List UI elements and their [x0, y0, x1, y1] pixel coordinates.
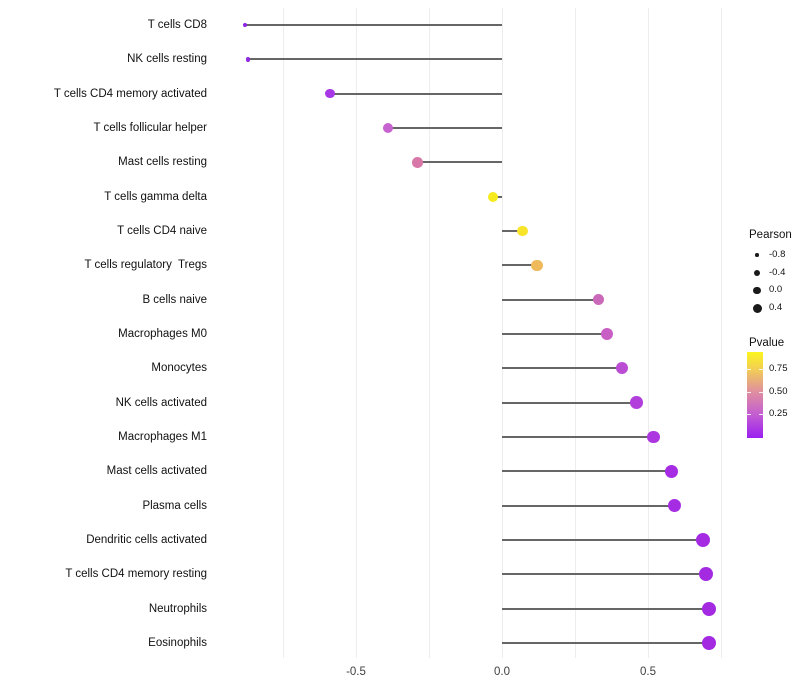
- pearson-legend-title: Pearson: [749, 229, 792, 241]
- pearson-legend-dot: [755, 253, 759, 257]
- pvalue-legend-label: 0.25: [769, 408, 788, 419]
- category-label: T cells CD4 naive: [117, 224, 207, 237]
- pvalue-bar-tick: [747, 414, 751, 415]
- lollipop-segment: [502, 641, 710, 644]
- pearson-legend-label: -0.4: [769, 266, 786, 278]
- pvalue-bar-tick: [759, 392, 763, 393]
- lollipop-dot: [324, 88, 335, 99]
- lollipop-dot: [696, 532, 711, 547]
- lollipop-dot: [242, 22, 248, 28]
- category-label: Macrophages M1: [118, 430, 207, 443]
- lollipop-dot: [488, 191, 499, 202]
- pvalue-bar-tick: [747, 392, 751, 393]
- category-label: Neutrophils: [148, 602, 207, 615]
- lollipop-segment: [329, 92, 502, 95]
- lollipop-dot: [702, 635, 717, 650]
- pvalue-bar-tick: [759, 369, 763, 370]
- pearson-legend-dot: [754, 269, 760, 276]
- lollipop-dot: [664, 464, 678, 478]
- category-label: Mast cells resting: [118, 156, 207, 169]
- pearson-legend-dot: [752, 303, 762, 313]
- lollipop-dot: [411, 156, 423, 168]
- lollipop-segment: [245, 24, 502, 26]
- lollipop-segment: [502, 573, 707, 576]
- pvalue-gradient-bar: [747, 352, 763, 438]
- lollipop-dot: [601, 327, 614, 340]
- lollipop-dot: [615, 362, 628, 375]
- x-axis-tick-label: -0.5: [346, 666, 366, 678]
- pearson-legend-label: -0.8: [769, 249, 786, 260]
- lollipop-segment: [417, 161, 502, 164]
- lollipop-dot: [647, 430, 661, 444]
- lollipop-segment: [502, 435, 654, 438]
- pvalue-bar-tick: [759, 414, 763, 415]
- category-label: Plasma cells: [142, 499, 207, 512]
- category-label: NK cells activated: [115, 396, 207, 409]
- lollipop-dot: [517, 225, 528, 237]
- pvalue-legend-title: Pvalue: [749, 337, 785, 349]
- x-axis-tick-label: 0.5: [640, 666, 656, 678]
- category-label: T cells regulatory Tregs: [84, 259, 207, 272]
- category-label: Mast cells activated: [106, 465, 207, 478]
- category-label: T cells CD8: [147, 19, 207, 31]
- category-label: T cells gamma delta: [104, 190, 207, 203]
- gridline: [283, 8, 284, 658]
- lollipop-dot: [592, 293, 605, 306]
- lollipop-dot: [245, 56, 251, 62]
- lollipop-segment: [388, 126, 502, 129]
- pearson-legend-label: 0.0: [769, 284, 783, 296]
- lollipop-segment: [502, 504, 675, 507]
- category-label: T cells CD4 memory resting: [65, 568, 207, 581]
- lollipop-dot: [382, 122, 394, 134]
- category-label: Monocytes: [151, 362, 207, 375]
- pvalue-legend-label: 0.50: [769, 386, 788, 397]
- pearson-legend-label: 0.4: [769, 302, 783, 314]
- lollipop-segment: [502, 264, 538, 267]
- lollipop-segment: [502, 332, 608, 335]
- category-label: B cells naive: [142, 293, 207, 306]
- category-label: T cells follicular helper: [93, 121, 207, 134]
- lollipop-segment: [502, 470, 672, 473]
- pvalue-legend-label: 0.75: [769, 363, 788, 374]
- lollipop-segment: [502, 607, 710, 610]
- x-axis-tick-label: 0.0: [494, 666, 510, 678]
- pearson-legend-dot: [753, 286, 761, 295]
- lollipop-segment: [502, 538, 704, 541]
- gridline: [721, 8, 722, 658]
- lollipop-dot: [630, 396, 643, 409]
- gridline: [356, 8, 357, 658]
- category-label: Dendritic cells activated: [86, 533, 207, 546]
- gridline: [648, 8, 649, 658]
- category-label: NK cells resting: [127, 53, 207, 66]
- lollipop-segment: [502, 229, 523, 232]
- lollipop-dot: [699, 567, 714, 582]
- lollipop-dot: [702, 601, 717, 616]
- category-label: Macrophages M0: [118, 327, 207, 340]
- lollipop-segment: [502, 401, 637, 404]
- lollipop-segment: [247, 58, 502, 61]
- lollipop-segment: [502, 367, 622, 370]
- lollipop-dot: [531, 259, 543, 271]
- pvalue-bar-tick: [747, 369, 751, 370]
- gridline: [429, 8, 430, 658]
- category-label: Eosinophils: [148, 636, 207, 649]
- lollipop-segment: [502, 298, 599, 301]
- category-label: T cells CD4 memory activated: [53, 87, 207, 100]
- lollipop-dot: [667, 499, 681, 513]
